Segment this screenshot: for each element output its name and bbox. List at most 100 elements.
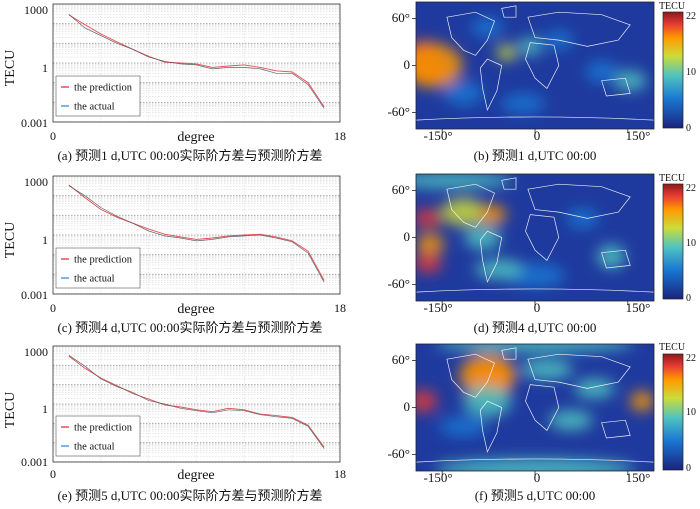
y-tick-bottom: 0.001 [21,288,48,302]
y-tick-mid: 1 [42,233,48,247]
heatmap-d: 60° 0 -60° -150° 0 150° TECU 22 10 0 (d)… [387,173,696,335]
tec-blob [597,244,626,269]
tec-blob [416,208,442,229]
tec-blob [518,37,543,56]
coastline [525,42,560,89]
coastline [527,353,631,389]
map-y-tick-60: 60° [392,182,410,197]
tec-blob [435,458,635,471]
tec-blob [614,70,647,91]
colorbar-title: TECU [659,1,686,12]
map-x-tick-neg150: -150° [423,300,452,315]
series-line-prediction [68,184,325,281]
legend-box [55,75,141,117]
y-axis-label: TECU [3,50,18,87]
tec-map [416,344,654,471]
legend: the prediction the actual [55,75,141,117]
legend-box [55,415,141,457]
colorbar-tick-10: 10 [686,238,696,249]
tec-blob [478,204,507,225]
map-y-tick-60: 60° [392,352,410,367]
tec-blob [496,44,517,61]
series-line-actual [68,355,325,449]
tec-blob [630,391,654,412]
y-tick-top: 1000 [24,345,48,359]
map-x-tick-neg150: -150° [423,128,452,143]
panel-caption: (c) 预测4 d,UTC 00:00实际阶方差与预测阶方差 [57,320,322,335]
series-line-actual [68,14,325,109]
map-x-tick-neg150: -150° [423,470,452,485]
heatmap-f: 60° 0 -60° -150° 0 150° TECU 22 10 0 (f)… [387,342,696,503]
colorbar [662,353,684,471]
y-tick-mid: 1 [42,61,48,75]
map-y-tick-0: 0 [404,229,411,244]
coastline [501,5,517,18]
tec-map [416,174,654,301]
tec-blob [475,259,524,280]
colorbar-tick-10: 10 [686,67,696,78]
coastline [479,400,503,453]
x-tick-left: 0 [50,129,56,143]
tec-map [416,2,654,129]
series-line-prediction [68,355,325,448]
coastline [446,353,495,398]
series-line-prediction [68,14,325,107]
colorbar-title: TECU [659,342,686,353]
legend: the prediction the actual [55,247,141,289]
x-tick-right: 18 [334,129,346,143]
legend-box [55,247,141,289]
colorbar [662,183,684,300]
legend-label: the actual [74,274,115,285]
y-tick-bottom: 0.001 [21,455,48,469]
plot-border [52,345,341,463]
antarctica-coast [416,116,654,121]
tec-blob [416,252,442,273]
panel-caption: (b) 预测1 d,UTC 00:00 [474,148,597,163]
tec-field [416,17,647,114]
map-x-tick-150: 150° [626,300,651,315]
legend-label: the prediction [74,83,133,94]
tec-blob [416,233,445,254]
coastline [601,77,631,97]
plot-border [52,175,341,295]
tec-blob [443,81,484,106]
y-axis-label: TECU [3,392,18,429]
antarctica-coast [416,458,654,463]
y-tick-top: 1000 [24,175,48,189]
map-y-tick-60: 60° [392,10,410,25]
map-x-tick-0: 0 [534,128,541,143]
tec-blob [416,390,438,413]
x-tick-left: 0 [50,467,56,481]
tec-blob [416,174,512,189]
legend: the prediction the actual [55,415,141,457]
tec-blob [416,43,463,88]
coastline [501,177,517,190]
coastlines [416,177,654,293]
coastline [446,183,495,228]
coastline [601,249,631,269]
tec-blob [501,93,546,114]
x-tick-right: 18 [334,301,346,315]
y-tick-bottom: 0.001 [21,116,48,130]
y-tick-top: 1000 [24,3,48,17]
colorbar-tick-0: 0 [686,123,691,134]
legend-label: the prediction [74,423,133,434]
line-chart-c: 1000 1 0.001 TECU 0 18 degree (c) 预测4 d,… [3,175,346,335]
coastline [525,214,560,261]
map-y-tick-neg60: -60° [387,104,410,119]
coastline [601,419,631,439]
legend-label: the actual [74,442,115,453]
coastlines [416,5,654,121]
coastlines [416,347,654,463]
tec-blob [520,359,573,380]
colorbar [662,11,684,129]
x-axis-label: degree [177,468,214,483]
colorbar-tick-22: 22 [686,183,696,194]
panel-caption: (f) 预测5 d,UTC 00:00 [475,488,596,503]
panel-caption: (a) 预测1 d,UTC 00:00实际阶方差与预测阶方差 [57,148,322,163]
tec-blob [441,198,486,227]
panel-caption: (d) 预测4 d,UTC 00:00 [474,320,597,335]
tec-blob [548,410,593,431]
line-chart-a: 1000 1 0.001 TECU 0 18 degree (a) 预测1 d,… [3,3,346,163]
